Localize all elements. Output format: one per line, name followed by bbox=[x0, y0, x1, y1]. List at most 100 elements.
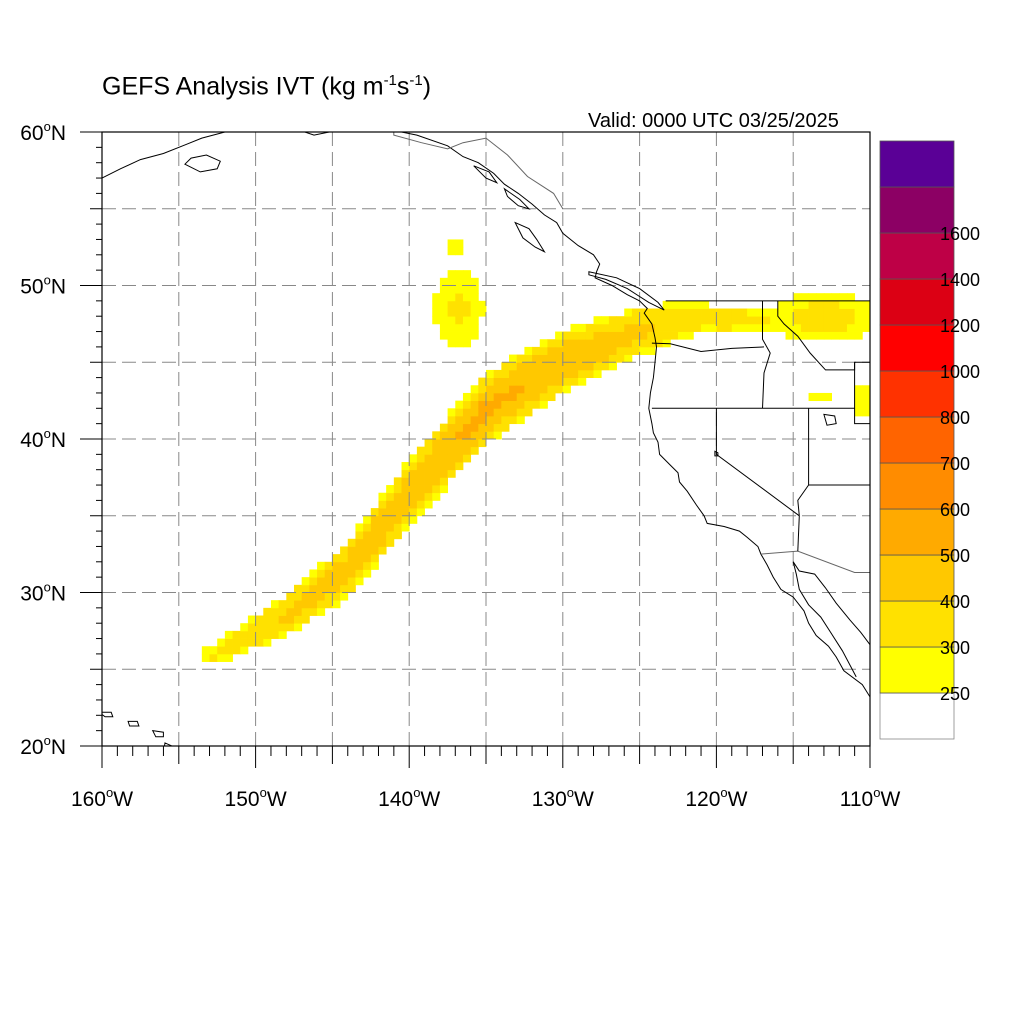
ivt-cell bbox=[447, 454, 456, 463]
ivt-cell bbox=[424, 462, 433, 471]
valid-time-label: Valid: 0000 UTC 03/25/2025 bbox=[588, 110, 839, 132]
idaho-west-border bbox=[762, 300, 771, 409]
ivt-cell bbox=[647, 316, 656, 325]
ivt-cell bbox=[578, 362, 587, 371]
ivt-cell bbox=[347, 546, 356, 555]
ivt-cell bbox=[486, 423, 495, 432]
ivt-cell bbox=[393, 523, 402, 532]
ivt-cell bbox=[416, 485, 425, 494]
ivt-cell bbox=[416, 500, 425, 509]
ivt-cell bbox=[823, 323, 832, 332]
ivt-cell bbox=[355, 546, 364, 555]
ivt-cell bbox=[701, 300, 710, 309]
ivt-cell bbox=[839, 316, 848, 325]
ivt-cell bbox=[363, 569, 372, 578]
ivt-cell bbox=[486, 369, 495, 378]
ivt-cell bbox=[363, 523, 372, 532]
ivt-cell bbox=[547, 369, 556, 378]
ivt-cell bbox=[462, 400, 472, 409]
ivt-cell bbox=[401, 492, 410, 501]
ivt-cell bbox=[416, 454, 425, 463]
ivt-cell bbox=[570, 331, 579, 340]
ivt-cell bbox=[370, 515, 379, 524]
ivt-cell bbox=[370, 531, 379, 540]
ivt-cell bbox=[647, 308, 656, 317]
ivt-cell bbox=[823, 300, 832, 309]
ivt-cell bbox=[854, 331, 863, 340]
lat-lon-gridlines bbox=[102, 132, 870, 746]
ivt-cell bbox=[678, 323, 687, 332]
ivt-cell bbox=[547, 377, 556, 386]
lat-tick-label: 30oN bbox=[20, 580, 66, 606]
ivt-cell bbox=[800, 316, 809, 325]
ivt-cell bbox=[247, 615, 256, 624]
ivt-cell bbox=[455, 454, 464, 463]
ivt-cell bbox=[393, 477, 402, 486]
ivt-cell bbox=[562, 362, 571, 371]
ivt-cell bbox=[823, 308, 832, 317]
ivt-cell bbox=[631, 331, 640, 340]
ivt-cell bbox=[608, 354, 617, 363]
ivt-cell bbox=[224, 646, 233, 655]
ivt-cell bbox=[486, 431, 495, 440]
california-arizona-border bbox=[797, 515, 800, 552]
lon-tick-label: 110oW bbox=[840, 785, 901, 811]
ivt-cell bbox=[516, 377, 525, 386]
ivt-cell bbox=[662, 316, 671, 325]
ivt-cell bbox=[270, 630, 280, 639]
ivt-cell bbox=[217, 638, 226, 647]
ivt-cell bbox=[278, 600, 287, 609]
ivt-cell bbox=[247, 638, 256, 647]
ivt-cell bbox=[309, 600, 318, 609]
lake-tahoe bbox=[714, 450, 719, 457]
ivt-cell bbox=[524, 392, 533, 402]
ivt-cell bbox=[555, 354, 564, 363]
ivt-cell bbox=[785, 331, 794, 340]
ivt-cell bbox=[747, 316, 756, 325]
ivt-cell bbox=[754, 308, 763, 317]
ivt-cell bbox=[355, 523, 364, 532]
ivt-cell bbox=[286, 607, 295, 616]
ivt-cell bbox=[432, 316, 441, 325]
ivt-cell bbox=[716, 308, 725, 317]
ivt-cell bbox=[524, 346, 533, 355]
ivt-cell bbox=[224, 638, 233, 647]
ivt-cell bbox=[501, 362, 510, 371]
ivt-cell bbox=[455, 247, 464, 256]
ivt-cell bbox=[478, 431, 487, 440]
ivt-cell bbox=[854, 308, 863, 317]
colorbar-label: 1000 bbox=[940, 362, 980, 382]
ivt-cell bbox=[378, 523, 387, 532]
ivt-cell bbox=[516, 400, 525, 409]
axis-ticks bbox=[80, 131, 871, 768]
ivt-cell bbox=[432, 431, 441, 440]
ivt-cell bbox=[255, 638, 264, 647]
ivt-cell bbox=[570, 369, 579, 378]
ivt-cell bbox=[370, 538, 379, 547]
ivt-cell bbox=[347, 577, 356, 586]
kodiak-island bbox=[184, 154, 221, 173]
ivt-cell bbox=[739, 308, 748, 317]
ivt-cell bbox=[693, 323, 702, 332]
ivt-cell bbox=[862, 392, 870, 402]
ivt-cell bbox=[862, 316, 870, 325]
ivt-cell bbox=[639, 323, 648, 332]
ivt-cell bbox=[601, 323, 610, 332]
ivt-cell bbox=[493, 377, 502, 386]
ivt-cell bbox=[432, 462, 441, 471]
ivt-cell bbox=[447, 270, 456, 279]
ivt-cell bbox=[578, 323, 587, 332]
ivt-cell bbox=[332, 592, 341, 601]
ivt-cell bbox=[601, 339, 610, 348]
longitude-labels: 160oW 150oW 140oW 130oW 120oW 110oW bbox=[71, 785, 901, 811]
ivt-cell bbox=[593, 346, 602, 355]
ivt-cell bbox=[478, 423, 487, 432]
oahu bbox=[127, 720, 140, 727]
ivt-cell bbox=[439, 485, 448, 494]
ivt-cell bbox=[355, 561, 364, 570]
ivt-cell bbox=[439, 469, 448, 478]
ivt-cell bbox=[547, 362, 556, 371]
ivt-cell bbox=[624, 346, 633, 355]
ivt-cell bbox=[539, 339, 548, 348]
ivt-cell bbox=[363, 538, 372, 547]
